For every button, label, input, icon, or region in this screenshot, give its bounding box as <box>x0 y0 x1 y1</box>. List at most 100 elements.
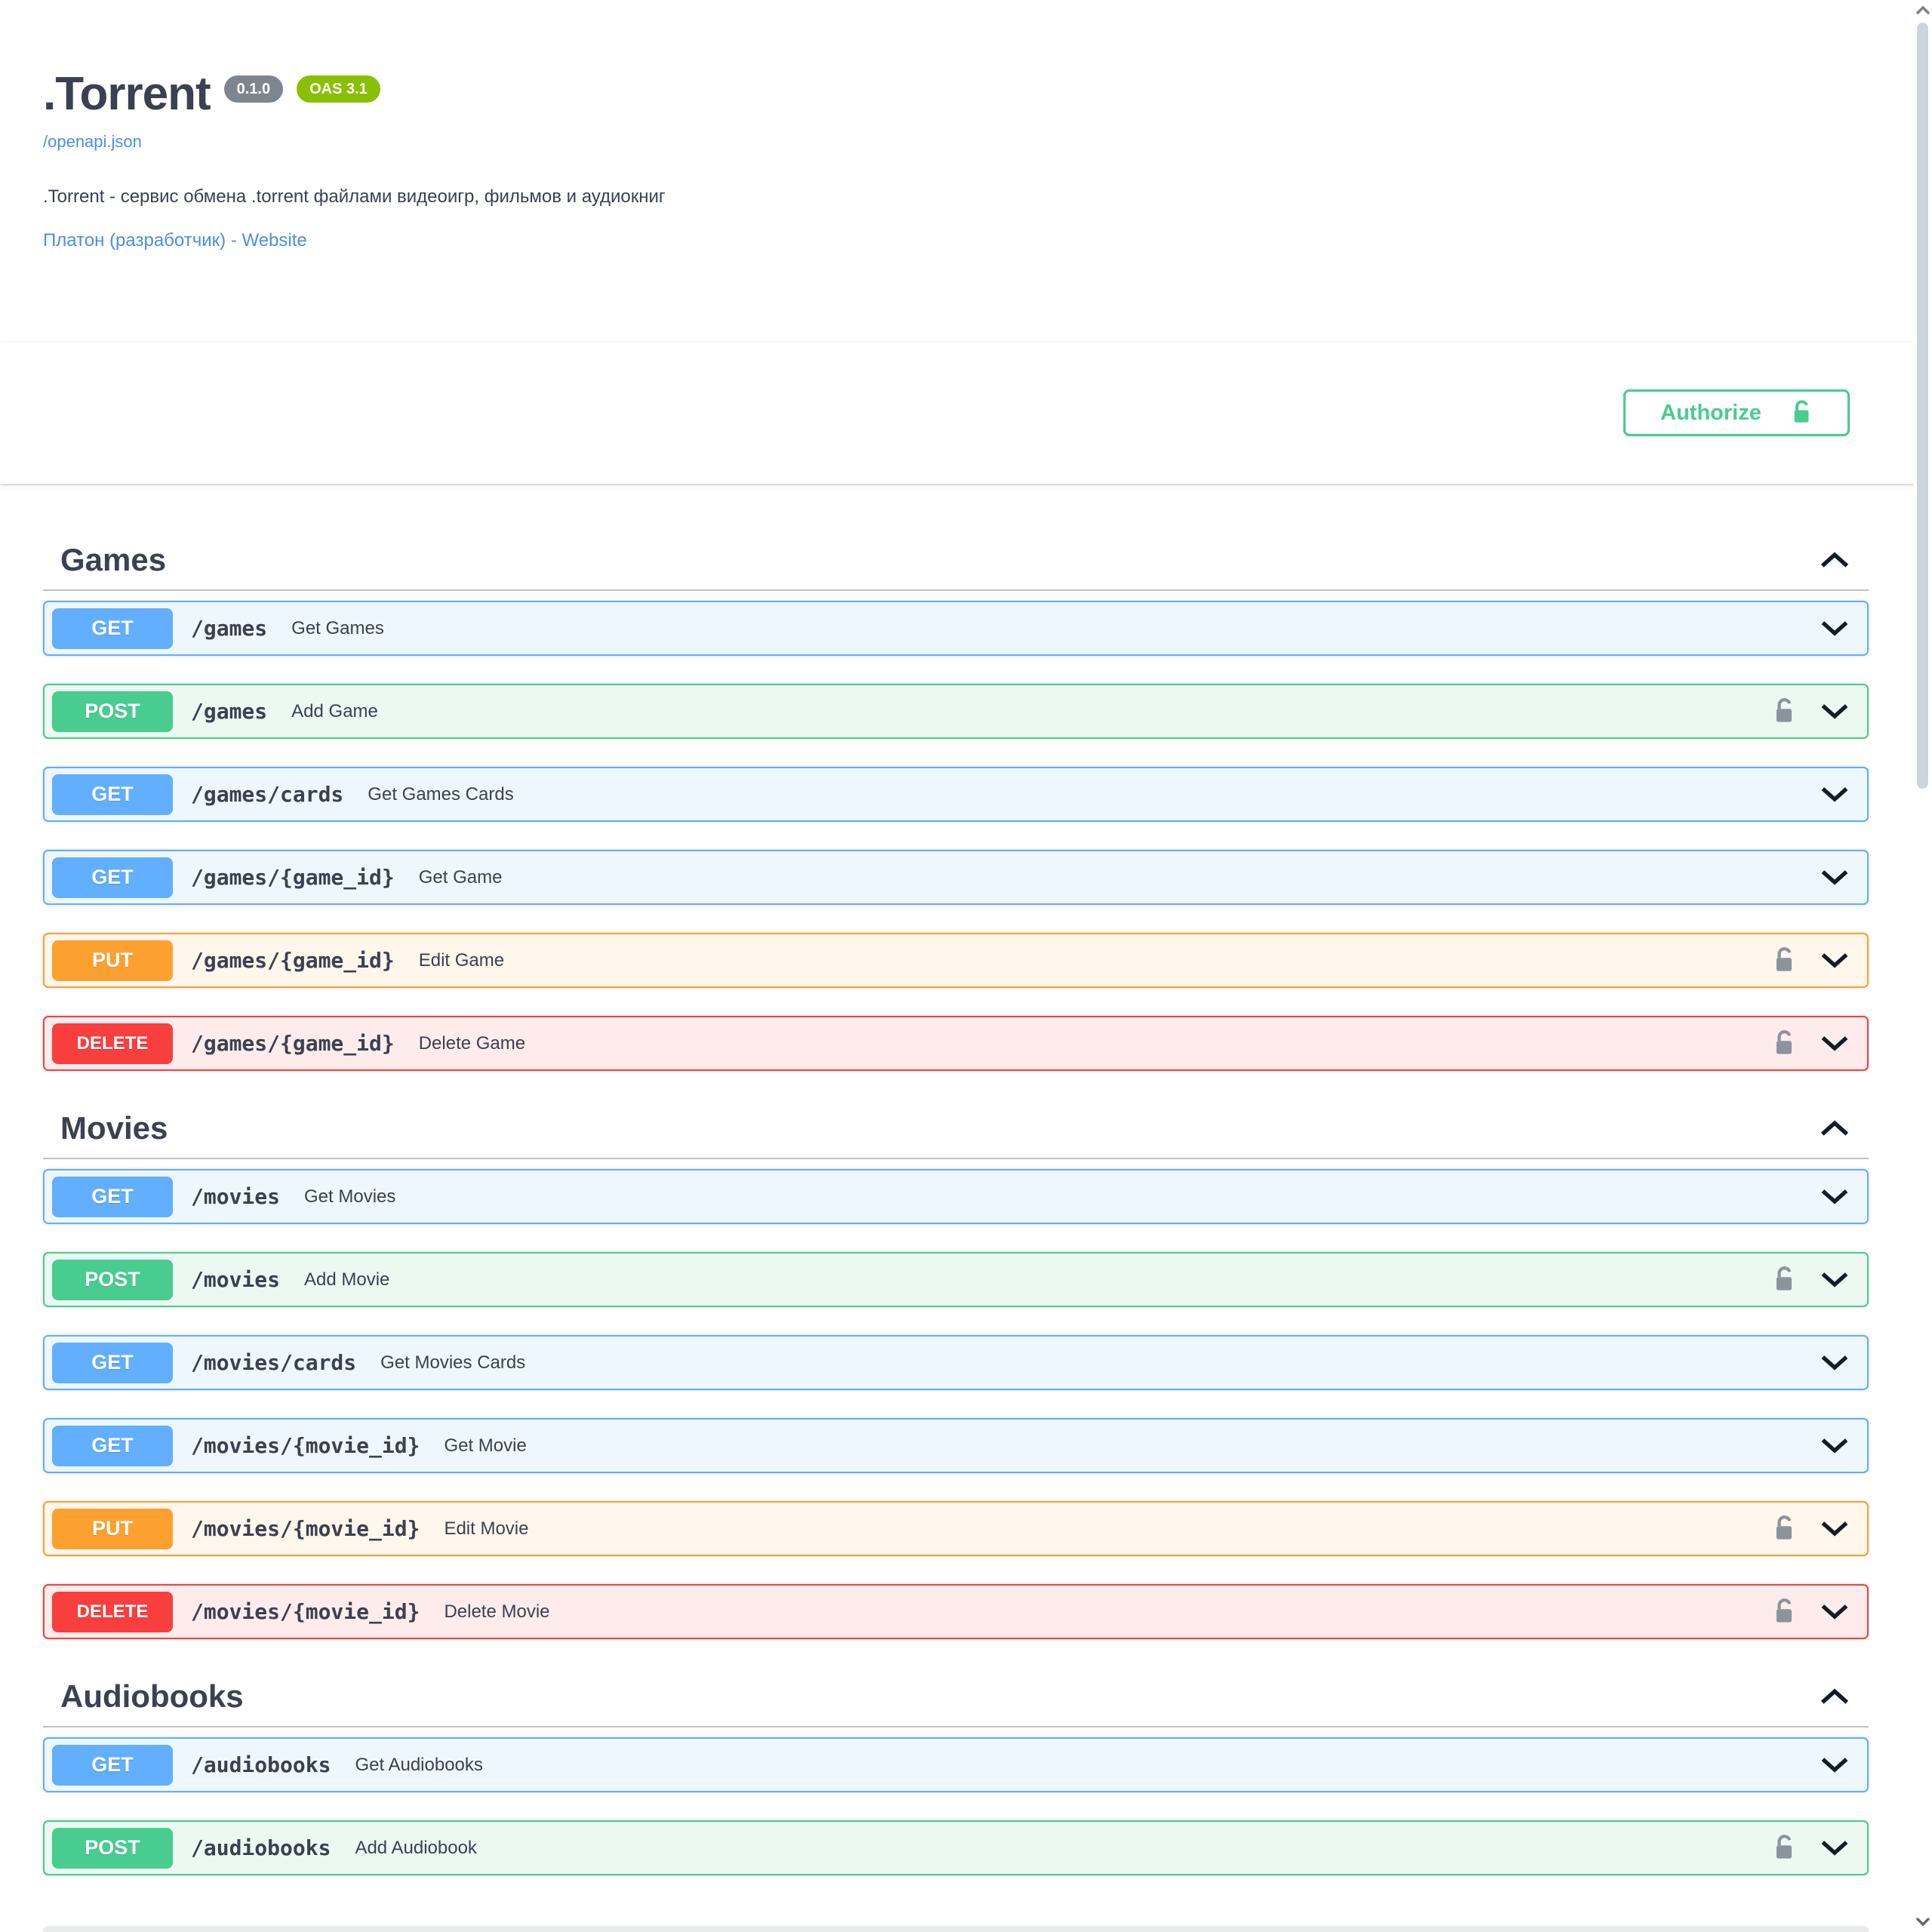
endpoint-row[interactable]: GET /games/cards Get Games Cards <box>43 767 1869 823</box>
chevron-down-icon <box>1821 1841 1848 1857</box>
chevron-down-icon <box>1821 704 1848 720</box>
endpoint-row[interactable]: GET /games/{game_id} Get Game <box>43 850 1869 906</box>
auth-padlock-icon[interactable] <box>1774 1029 1796 1058</box>
contact-website-link[interactable]: Website <box>242 230 307 251</box>
method-badge: GET <box>52 1744 173 1786</box>
endpoint-path: /movies <box>191 1184 281 1210</box>
version-badge: 0.1.0 <box>223 75 284 103</box>
authorize-button[interactable]: Authorize <box>1623 389 1850 437</box>
method-badge: GET <box>52 1176 173 1217</box>
endpoint-summary: Edit Movie <box>444 1518 529 1539</box>
api-description: .Torrent - сервис обмена .torrent файлам… <box>43 186 666 208</box>
auth-padlock-icon[interactable] <box>1774 1266 1796 1294</box>
api-section-games: Games GET /games Get Games POST /games A… <box>43 531 1869 1072</box>
contact-separator: - <box>226 230 242 251</box>
endpoint-path: /audiobooks <box>191 1752 331 1778</box>
scrollbar-down-icon[interactable] <box>1916 1918 1930 1927</box>
endpoint-summary: Get Game <box>418 866 503 888</box>
chevron-down-icon <box>1821 1758 1848 1774</box>
section-endpoints: GET /games Get Games POST /games Add Gam… <box>43 591 1869 1072</box>
endpoint-path: /movies/{movie_id} <box>191 1516 420 1542</box>
vertical-scrollbar <box>1914 0 1932 1932</box>
method-badge: GET <box>52 1342 173 1383</box>
chevron-down-icon <box>1821 1272 1848 1288</box>
partial-next-endpoint-row <box>43 1927 1869 1932</box>
chevron-down-icon <box>1821 1521 1848 1537</box>
endpoint-row[interactable]: GET /games Get Games <box>43 601 1869 657</box>
endpoint-path: /audiobooks <box>191 1835 331 1861</box>
chevron-up-icon[interactable] <box>1818 551 1851 569</box>
endpoint-row[interactable]: POST /audiobooks Add Audiobook <box>43 1820 1869 1876</box>
endpoint-row[interactable]: DELETE /movies/{movie_id} Delete Movie <box>43 1584 1869 1640</box>
chevron-down-icon <box>1821 1355 1848 1371</box>
method-badge: PUT <box>52 1508 173 1549</box>
scrollbar-up-icon[interactable] <box>1916 5 1930 14</box>
endpoint-path: /movies/{movie_id} <box>191 1599 420 1625</box>
openapi-spec-link[interactable]: /openapi.json <box>43 132 142 152</box>
chevron-up-icon[interactable] <box>1818 1119 1851 1137</box>
endpoint-summary: Get Movie <box>444 1435 527 1456</box>
chevron-down-icon <box>1821 870 1848 886</box>
auth-padlock-icon[interactable] <box>1774 1515 1796 1543</box>
section-header[interactable]: Audiobooks <box>43 1667 1869 1728</box>
endpoint-summary: Add Movie <box>304 1269 390 1290</box>
section-endpoints: GET /audiobooks Get Audiobooks POST /aud… <box>43 1727 1869 1876</box>
contact-line: Платон (разработчик) - Website <box>43 230 1869 251</box>
chevron-up-icon[interactable] <box>1818 1687 1851 1706</box>
scrollbar-thumb[interactable] <box>1917 23 1928 789</box>
endpoint-row[interactable]: POST /movies Add Movie <box>43 1252 1869 1308</box>
endpoint-path: /games <box>191 699 268 724</box>
endpoint-row[interactable]: POST /games Add Game <box>43 684 1869 740</box>
scheme-container: Authorize <box>0 342 1914 485</box>
endpoint-row[interactable]: DELETE /games/{game_id} Delete Game <box>43 1016 1869 1072</box>
method-badge: GET <box>52 774 173 815</box>
chevron-down-icon <box>1821 1438 1848 1454</box>
endpoint-row[interactable]: PUT /movies/{movie_id} Edit Movie <box>43 1501 1869 1557</box>
api-section-movies: Movies GET /movies Get Movies POST /movi… <box>43 1099 1869 1640</box>
endpoint-path: /movies <box>191 1267 281 1293</box>
contact-author-link[interactable]: Платон (разработчик) <box>43 230 226 251</box>
section-header[interactable]: Games <box>43 531 1869 592</box>
auth-padlock-icon[interactable] <box>1774 697 1796 726</box>
unlocked-padlock-icon <box>1794 400 1809 423</box>
endpoint-summary: Get Movies <box>304 1186 396 1207</box>
chevron-down-icon <box>1821 787 1848 803</box>
section-header[interactable]: Movies <box>43 1099 1869 1160</box>
endpoint-summary: Get Games <box>291 617 384 638</box>
section-title: Games <box>60 542 167 578</box>
endpoint-row[interactable]: GET /movies/{movie_id} Get Movie <box>43 1418 1869 1474</box>
section-title: Audiobooks <box>60 1678 244 1715</box>
endpoint-path: /movies/cards <box>191 1350 357 1376</box>
chevron-down-icon <box>1821 953 1848 969</box>
auth-wrapper: Authorize <box>43 389 1869 437</box>
api-info-header: .Torrent 0.1.0 OAS 3.1 /openapi.json .To… <box>43 0 1869 251</box>
auth-padlock-icon[interactable] <box>1774 1834 1796 1863</box>
method-badge: POST <box>52 1827 173 1869</box>
method-badge: DELETE <box>52 1023 173 1064</box>
endpoint-row[interactable]: GET /movies/cards Get Movies Cards <box>43 1335 1869 1391</box>
endpoint-path: /movies/{movie_id} <box>191 1433 420 1459</box>
auth-padlock-icon[interactable] <box>1774 946 1796 975</box>
endpoint-summary: Add Game <box>291 700 378 721</box>
endpoint-path: /games/cards <box>191 782 344 808</box>
method-badge: GET <box>52 608 173 649</box>
endpoint-row[interactable]: GET /movies Get Movies <box>43 1169 1869 1225</box>
endpoint-path: /games <box>191 616 268 641</box>
authorize-button-label: Authorize <box>1660 400 1761 425</box>
auth-padlock-icon[interactable] <box>1774 1598 1796 1626</box>
section-title: Movies <box>60 1110 168 1146</box>
endpoint-summary: Get Audiobooks <box>355 1754 483 1775</box>
endpoint-summary: Edit Game <box>418 949 505 971</box>
chevron-down-icon <box>1821 1036 1848 1052</box>
method-badge: DELETE <box>52 1591 173 1632</box>
endpoint-path: /games/{game_id} <box>191 1031 395 1057</box>
page-title: .Torrent <box>43 68 211 120</box>
endpoint-row[interactable]: GET /audiobooks Get Audiobooks <box>43 1737 1869 1793</box>
endpoint-path: /games/{game_id} <box>191 948 395 974</box>
endpoint-row[interactable]: PUT /games/{game_id} Edit Game <box>43 933 1869 989</box>
method-badge: PUT <box>52 940 173 981</box>
endpoint-summary: Get Movies Cards <box>380 1352 526 1373</box>
api-sections: Games GET /games Get Games POST /games A… <box>43 531 1869 1876</box>
endpoint-summary: Get Games Cards <box>368 783 514 804</box>
method-badge: POST <box>52 1259 173 1300</box>
